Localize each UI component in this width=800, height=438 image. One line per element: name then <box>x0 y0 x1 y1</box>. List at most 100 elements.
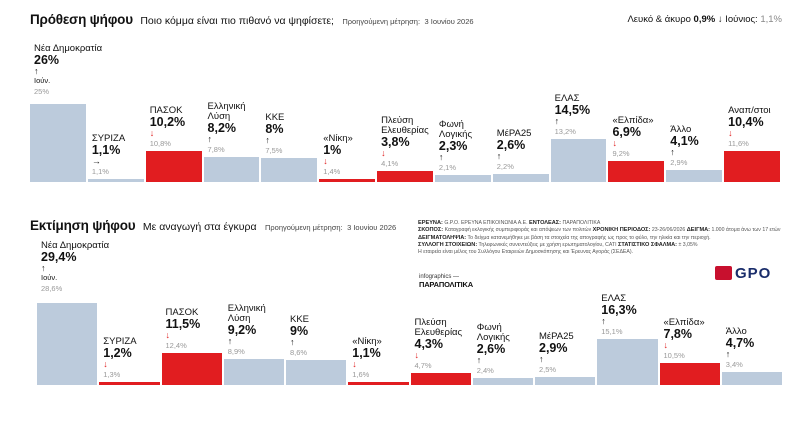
trend-up-icon: ↑ <box>554 115 560 126</box>
party-label: ΣΥΡΙΖΑ <box>91 132 126 144</box>
gpo-mark-icon <box>715 266 732 280</box>
party-label: Άλλο <box>725 325 747 337</box>
previous-value-label: 7,8% <box>207 145 225 155</box>
party-label: ΠΑΣΟΚ <box>149 105 183 117</box>
trend-up-icon: ↑ <box>290 336 295 347</box>
trend-up-icon: ↑ <box>207 134 213 145</box>
value-label: 16,3% <box>601 303 637 318</box>
value-label: 7,8% <box>663 327 693 342</box>
bar-ελας <box>597 339 658 385</box>
party-label: Πλεύση Ελευθερίας <box>381 114 429 136</box>
value-label: 2,9% <box>539 340 568 355</box>
bar-νίκη <box>348 381 409 385</box>
bar-ελληνική-λύση <box>223 359 284 385</box>
value-label: 9% <box>290 323 309 338</box>
previous-value-label: 2,1% <box>438 163 457 173</box>
trend-down-icon: ↓ <box>612 138 617 149</box>
credits-error-label: ΣΤΑΤΙΣΤΙΚΟ ΣΦΑΛΜΑ: <box>618 241 678 248</box>
blank-invalid-prev-label: Ιούνιος: <box>725 14 758 25</box>
value-label: 10,4% <box>728 114 764 129</box>
credits-client-label: ΕΝΤΟΛΕΑΣ: <box>528 220 561 226</box>
party-label: Νέα Δημοκρατία <box>41 240 110 251</box>
survey-credits: ΕΡΕΥΝΑ: G.P.O. ΕΡΕΥΝΑ ΕΠΙΚΟΙΝΩΝΙΑ Α.Ε. Ε… <box>418 220 790 256</box>
bar-πλεύση-ελευθερίας <box>377 170 433 182</box>
previous-value-label: 15,1% <box>601 327 623 337</box>
party-label: ΠΑΣΟΚ <box>165 306 199 318</box>
party-label: Άλλο <box>670 123 692 135</box>
trend-down-icon: ↓ <box>149 128 155 139</box>
bar-άλλο <box>721 371 782 385</box>
section1-title: Πρόθεση ψήφου <box>30 12 133 27</box>
trend-up-icon: ↑ <box>438 152 444 163</box>
trend-up-icon: ↑ <box>227 336 233 347</box>
value-label: 2,3% <box>438 139 468 154</box>
value-label: 4,1% <box>670 133 699 148</box>
credits-research-label: ΕΡΕΥΝΑ: <box>418 220 443 226</box>
trend-up-icon: ↑ <box>476 354 482 365</box>
trend-up-icon: ↑ <box>496 151 502 162</box>
previous-value-label: 8,6% <box>290 347 308 357</box>
credits-sample-text: 1.000 άτομα άνω των 17 ετών <box>711 227 781 234</box>
bar-κκε <box>286 359 347 385</box>
party-label: «Νίκη» <box>323 133 353 144</box>
value-label: 1,1% <box>91 142 121 157</box>
section1-question: Ποιο κόμμα είναι πιο πιθανό να ψηφίσετε; <box>140 15 334 27</box>
previous-value-label: 10,5% <box>663 351 685 361</box>
blank-invalid-value: 0,9% <box>693 14 716 25</box>
bar-ελπίδα <box>659 363 720 385</box>
trend-down-icon: ↓ <box>381 147 386 158</box>
previous-value-label: 11,6% <box>728 138 749 148</box>
trend-up-icon: ↑ <box>670 146 675 157</box>
previous-value-label: 2,5% <box>539 364 557 374</box>
party-label: Ελληνική Λύση <box>207 101 246 123</box>
vote-intention-chart: Νέα Δημοκρατία 26% ↑ Ιούν. 25% ΣΥΡΙΖΑ 1,1% → 1,1… <box>0 0 800 185</box>
trend-down-icon: ↓ <box>728 127 733 138</box>
bar-ελληνική-λύση <box>203 157 260 182</box>
gpo-logo-text: GPO <box>735 265 772 282</box>
party-label: «Ελπίδα» <box>612 115 654 127</box>
bar-μέρα25 <box>535 376 596 385</box>
bar-συριζα <box>87 178 144 182</box>
section2-heading: Εκτίμηση ψήφου Με αναγωγή στα έγκυρα Προ… <box>30 218 396 234</box>
trend-up-icon: ↑ <box>41 263 46 273</box>
trend-down-icon: ↓ <box>414 349 420 360</box>
bar-νίκη <box>319 179 376 182</box>
bar-φωνή-λογικής <box>472 377 533 385</box>
value-label: 4,7% <box>725 335 755 350</box>
previous-value-label: 8,9% <box>227 347 245 357</box>
value-label: 1% <box>323 143 342 157</box>
previous-value-label: 1,1% <box>91 166 109 176</box>
previous-value-label: 13,2% <box>554 126 576 136</box>
credits-sample-label: ΔΕΙΓΜΑ: <box>686 227 711 234</box>
credits-period-text: 23-26/06/2026 <box>651 227 686 234</box>
party-label: ΚΚΕ <box>290 313 310 325</box>
party-label: Φωνή Λογικής <box>476 321 510 343</box>
value-label: 4,3% <box>414 336 444 351</box>
party-label: ΕΛΑΣ <box>554 92 580 104</box>
trend-down-icon: ↓ <box>663 340 669 351</box>
value-label: 8,2% <box>207 121 237 136</box>
previous-value-label: 2,4% <box>476 365 494 375</box>
value-label: 9,2% <box>227 323 257 338</box>
credits-collection-label: ΣΥΛΛΟΓΗ ΣΤΟΙΧΕΙΩΝ: <box>418 241 478 248</box>
section2-question: Με αναγωγή στα έγκυρα <box>142 221 257 233</box>
blank-invalid-label: Λευκό & άκυρο <box>627 14 691 25</box>
previous-value-label: 25% <box>34 87 50 96</box>
party-label: Ελληνική Λύση <box>227 303 266 325</box>
previous-value-label: 3,4% <box>725 359 743 369</box>
party-label: ΜέΡΑ25 <box>539 330 574 342</box>
credits-research-text: G.P.O. ΕΡΕΥΝΑ ΕΠΙΚΟΙΝΩΝΙΑ Α.Ε. <box>444 220 528 226</box>
infographics-credit: infographics — ΠΑΡΑΠΟΛΙΤΙΚΑ <box>419 274 473 288</box>
trend-up-icon: ↑ <box>601 316 606 327</box>
bar-άλλο <box>666 169 723 182</box>
value-label: 26% <box>34 53 60 67</box>
previous-value-label: 4,7% <box>414 360 432 370</box>
previous-value-label: 1,6% <box>352 369 370 379</box>
bar-φωνή-λογικής <box>434 175 491 182</box>
value-label: 2,6% <box>496 138 526 153</box>
trend-up-icon: ↑ <box>539 353 544 364</box>
previous-value-label: 10,8% <box>149 139 171 149</box>
credits-collection-text: Τηλεφωνικές συνεντεύξεις με χρήση ερωτημ… <box>478 241 617 248</box>
party-label: Νέα Δημοκρατία <box>34 43 103 54</box>
value-label: 1,2% <box>103 345 132 360</box>
